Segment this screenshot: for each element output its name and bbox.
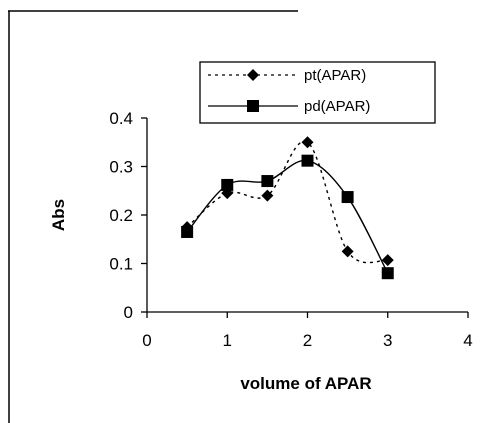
y-ticks: 0 0.1 0.2 0.3 0.4: [109, 109, 147, 322]
data-point-pt: [341, 245, 354, 258]
x-ticks: 0 1 2 3 4: [142, 312, 473, 350]
data-point-pt: [301, 136, 314, 149]
data-point-pd: [301, 154, 314, 167]
data-point-pt: [381, 254, 394, 267]
legend: pt(APAR) pd(APAR): [199, 61, 436, 124]
data-point-pd: [381, 267, 394, 280]
series-layer: [181, 136, 394, 280]
x-axis-title: volume of APAR: [240, 374, 371, 393]
data-point-pd: [181, 225, 194, 238]
y-tick-label: 0.4: [109, 109, 133, 128]
x-tick-label: 0: [142, 331, 151, 350]
y-tick-label: 0.1: [109, 255, 133, 274]
y-tick-label: 0: [124, 303, 133, 322]
series-line-pt: [186, 140, 388, 264]
data-point-pd: [261, 175, 274, 188]
legend-pd-marker: [247, 100, 259, 112]
x-tick-label: 3: [383, 331, 392, 350]
y-tick-label: 0.2: [109, 206, 133, 225]
x-tick-label: 4: [463, 331, 472, 350]
data-point-pt: [261, 189, 274, 202]
x-tick-label: 2: [303, 331, 312, 350]
legend-box: [199, 61, 436, 124]
series-line-pd: [186, 159, 389, 274]
y-tick-label: 0.3: [109, 158, 133, 177]
data-point-pd: [221, 178, 234, 191]
legend-pt-marker: [247, 69, 259, 81]
legend-pt-label: pt(APAR): [304, 67, 366, 84]
legend-pd-label: pd(APAR): [304, 98, 370, 115]
y-axis-title: Abs: [49, 199, 68, 231]
x-tick-label: 1: [223, 331, 232, 350]
data-point-pd: [341, 191, 354, 204]
